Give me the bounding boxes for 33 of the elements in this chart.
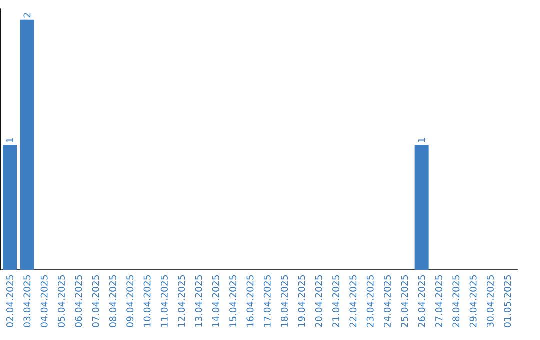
x-tick-label: 27.04.2025 [435,276,442,328]
x-tick-label: 10.04.2025 [144,276,151,327]
x-tick-label: 02.04.2025 [6,276,14,328]
x-tick-label: 04.04.2025 [40,276,48,328]
x-tick-label: 26.04.2025 [418,276,426,328]
x-tick-label: 15.04.2025 [230,276,237,327]
x-tick-label: 07.04.2025 [92,276,100,328]
x-tick-label: 16.04.2025 [246,276,254,327]
x-tick-label: 30.04.2025 [486,276,494,328]
x-tick-label: 03.04.2025 [24,276,31,328]
x-tick-label: 11.04.2025 [160,276,168,327]
x-tick-label: 09.04.2025 [126,276,134,328]
data-label: 2 [24,13,31,18]
x-tick-label: 24.04.2025 [384,276,391,328]
x-tick-label: 01.05.2025 [504,276,512,328]
x-tick-label: 25.04.2025 [401,276,408,328]
x-tick-label: 21.04.2025 [332,276,340,328]
x-tick-label: 06.04.2025 [75,276,82,328]
x-tick-label: 17.04.2025 [264,276,271,327]
data-label: 1 [6,138,14,142]
x-tick-label: 13.04.2025 [195,276,202,327]
x-tick-label: 19.04.2025 [298,276,306,327]
x-tick-label: 29.04.2025 [470,276,477,328]
x-tick-label: 08.04.2025 [109,276,116,328]
x-tick-label: 22.04.2025 [350,276,357,328]
x-tick-label: 20.04.2025 [315,276,322,328]
x-tick-label: 12.04.2025 [178,276,186,327]
x-tick-label: 14.04.2025 [212,276,220,327]
x-tick-label: 28.04.2025 [452,276,460,328]
x-tick-label: 05.04.2025 [58,276,65,328]
x-tick-label: 18.04.2025 [281,276,288,327]
x-tick-label: 23.04.2025 [366,276,374,328]
data-label: 1 [418,138,426,142]
